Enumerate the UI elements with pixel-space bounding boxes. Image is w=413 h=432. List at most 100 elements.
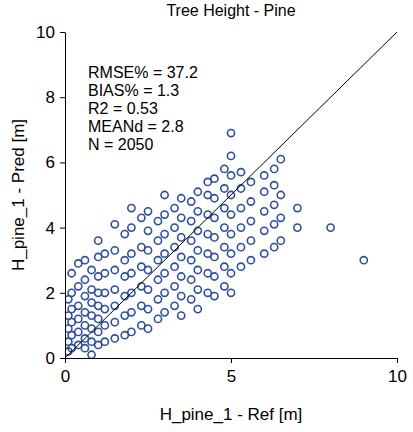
annotation: RMSE% = 37.2	[88, 64, 198, 81]
point	[68, 289, 75, 296]
point	[171, 302, 178, 309]
point	[144, 325, 151, 332]
point	[221, 224, 228, 231]
point	[171, 204, 178, 211]
y-tick-mark	[60, 293, 65, 294]
point	[144, 266, 151, 273]
point	[171, 283, 178, 290]
point	[81, 257, 88, 264]
point	[277, 237, 284, 244]
point	[128, 224, 135, 231]
chart: Tree Height - Pine05100246810H_pine_1 - …	[0, 0, 413, 432]
point	[194, 208, 201, 215]
point	[277, 156, 284, 163]
point	[360, 257, 367, 264]
x-tick-label: 5	[227, 367, 236, 386]
point	[161, 270, 168, 277]
point	[211, 273, 218, 280]
point	[221, 204, 228, 211]
point	[171, 244, 178, 251]
y-axis-title: H_pine_1 - Pred [m]	[9, 119, 28, 271]
point	[101, 250, 108, 257]
point	[237, 185, 244, 192]
point	[294, 224, 301, 231]
point	[178, 312, 185, 319]
x-tick-mark	[65, 358, 66, 363]
x-tick-label: 10	[388, 367, 407, 386]
point	[188, 217, 195, 224]
point	[111, 286, 118, 293]
x-tick: 5	[227, 358, 236, 386]
point	[144, 306, 151, 313]
annotation: BIAS% = 1.3	[88, 82, 179, 99]
point	[188, 237, 195, 244]
point	[88, 351, 95, 358]
point	[211, 292, 218, 299]
point	[277, 191, 284, 198]
point	[271, 221, 278, 228]
point	[81, 292, 88, 299]
point	[161, 211, 168, 218]
point	[327, 224, 334, 231]
annotation: N = 2050	[88, 136, 153, 153]
y-tick: 10	[36, 23, 65, 42]
point	[211, 214, 218, 221]
y-tick: 0	[46, 349, 65, 368]
y-tick: 4	[46, 219, 65, 238]
point	[227, 289, 234, 296]
point	[261, 227, 268, 234]
point	[154, 237, 161, 244]
point	[227, 270, 234, 277]
point	[95, 237, 102, 244]
plot-area	[65, 32, 397, 358]
x-tick: 0	[61, 358, 70, 386]
point	[101, 270, 108, 277]
point	[144, 286, 151, 293]
y-tick: 8	[46, 88, 65, 107]
point	[211, 175, 218, 182]
point	[261, 188, 268, 195]
point	[294, 204, 301, 211]
point	[128, 250, 135, 257]
point	[138, 214, 145, 221]
point	[178, 273, 185, 280]
point	[81, 345, 88, 352]
y-tick-label: 6	[46, 153, 55, 172]
y-tick-mark	[60, 32, 65, 33]
y-tick-label: 4	[46, 219, 55, 238]
point	[111, 266, 118, 273]
point	[75, 302, 82, 309]
y-tick-mark	[60, 228, 65, 229]
point	[128, 270, 135, 277]
point	[144, 247, 151, 254]
point	[68, 270, 75, 277]
point	[121, 231, 128, 238]
annotation: R2 = 0.53	[88, 100, 158, 117]
point	[227, 129, 234, 136]
point	[144, 227, 151, 234]
point	[227, 250, 234, 257]
point	[161, 309, 168, 316]
point	[237, 263, 244, 270]
point	[101, 338, 108, 345]
point	[211, 253, 218, 260]
point	[161, 250, 168, 257]
point	[95, 315, 102, 322]
y-tick-label: 0	[46, 349, 55, 368]
point	[271, 165, 278, 172]
y-tick-mark	[60, 97, 65, 98]
point	[101, 306, 108, 313]
point	[194, 188, 201, 195]
y-tick: 6	[46, 153, 65, 172]
point	[221, 263, 228, 270]
point	[194, 286, 201, 293]
point	[154, 296, 161, 303]
point	[227, 231, 234, 238]
point	[111, 247, 118, 254]
point	[161, 289, 168, 296]
title: Tree Height - Pine	[166, 2, 295, 19]
point	[271, 201, 278, 208]
point	[194, 247, 201, 254]
point	[221, 283, 228, 290]
point	[95, 328, 102, 335]
